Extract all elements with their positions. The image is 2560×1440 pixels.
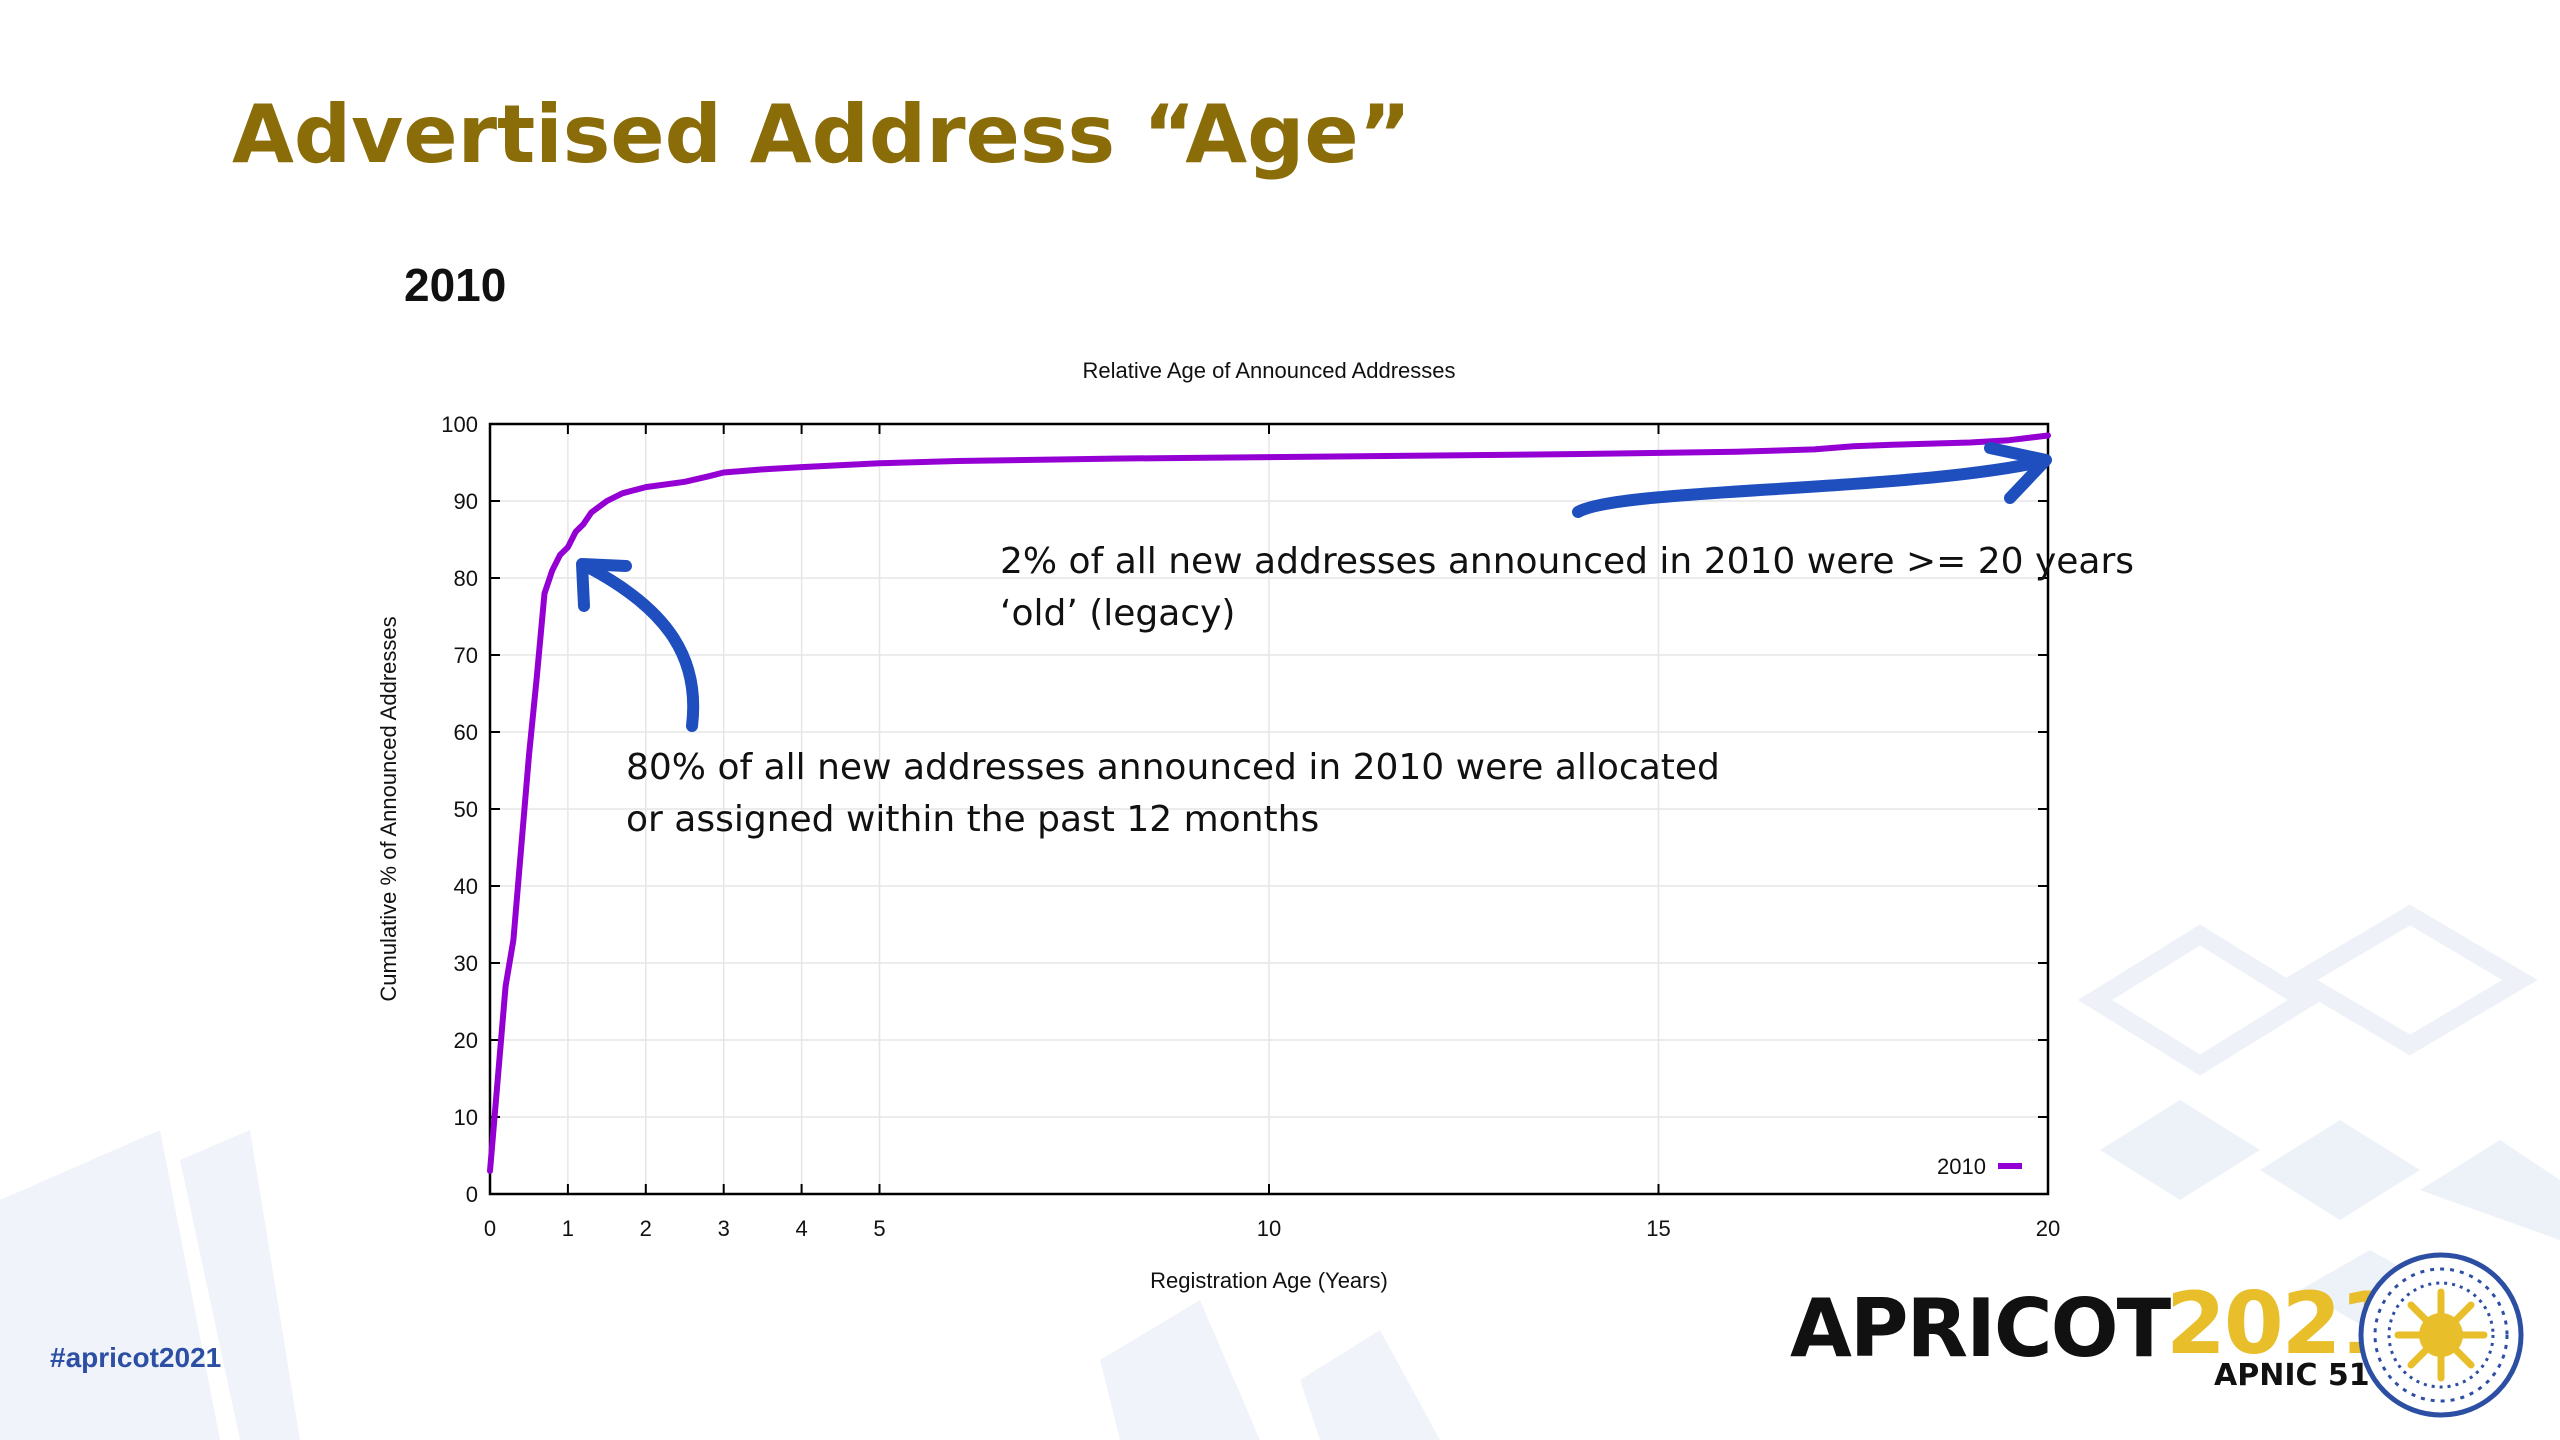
x-axis-label: Registration Age (Years) xyxy=(1150,1268,1388,1293)
x-tick-label: 1 xyxy=(562,1216,574,1241)
annotation-recent: 80% of all new addresses announced in 20… xyxy=(626,742,1720,846)
annotation-recent-line-1: 80% of all new addresses announced in 20… xyxy=(626,747,1720,788)
logo-name: APRICOT xyxy=(1790,1282,2171,1375)
annotation-legacy-line-1: 2% of all new addresses announced in 201… xyxy=(1000,541,2135,582)
y-axis-label: Cumulative % of Announced Addresses xyxy=(376,616,401,1001)
y-tick-label: 50 xyxy=(454,797,478,822)
x-tick-label: 20 xyxy=(2036,1216,2060,1241)
conference-logo: APRICOT 2021 APNIC 51 xyxy=(1790,1250,2530,1430)
y-tick-label: 30 xyxy=(454,951,478,976)
y-tick-label: 80 xyxy=(454,566,478,591)
y-tick-label: 70 xyxy=(454,643,478,668)
y-tick-label: 40 xyxy=(454,874,478,899)
x-tick-label: 2 xyxy=(640,1216,652,1241)
y-tick-label: 100 xyxy=(441,412,478,437)
x-tick-label: 3 xyxy=(718,1216,730,1241)
y-tick-label: 90 xyxy=(454,489,478,514)
logo-subtitle: APNIC 51 xyxy=(2214,1358,2370,1393)
year-label: 2010 xyxy=(404,259,507,311)
legend-label: 2010 xyxy=(1937,1154,1986,1179)
x-tick-label: 10 xyxy=(1257,1216,1281,1241)
y-tick-label: 20 xyxy=(454,1028,478,1053)
y-tick-label: 0 xyxy=(466,1182,478,1207)
x-tick-label: 0 xyxy=(484,1216,496,1241)
annotation-legacy: 2% of all new addresses announced in 201… xyxy=(1000,536,2134,640)
x-tick-label: 5 xyxy=(873,1216,885,1241)
annotation-legacy-line-2: ‘old’ (legacy) xyxy=(1000,593,1236,634)
hashtag: #apricot2021 xyxy=(50,1342,222,1373)
plot-frame xyxy=(488,422,2050,1196)
sun-emblem-icon xyxy=(2358,1252,2524,1418)
y-tick-label: 10 xyxy=(454,1105,478,1130)
slide-title: Advertised Address “Age” xyxy=(232,88,1412,181)
series-line-2010 xyxy=(487,432,2051,1174)
annotation-recent-line-2: or assigned within the past 12 months xyxy=(626,799,1320,840)
chart-title: Relative Age of Announced Addresses xyxy=(1082,358,1455,383)
y-tick-label: 60 xyxy=(454,720,478,745)
x-tick-label: 4 xyxy=(795,1216,807,1241)
x-tick-label: 15 xyxy=(1646,1216,1670,1241)
